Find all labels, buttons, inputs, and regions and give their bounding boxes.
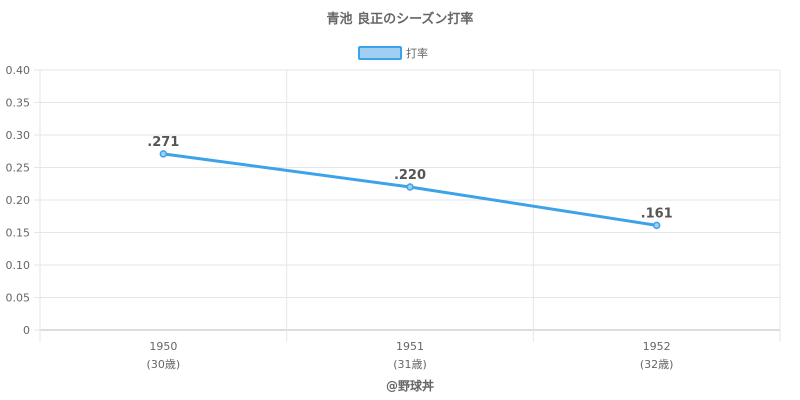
x-tick-sublabel: (31歳) (393, 358, 427, 371)
y-tick-label: 0.20 (6, 194, 31, 207)
x-tick-label: 1950 (149, 340, 177, 353)
y-tick-label: 0.15 (6, 227, 31, 240)
legend-swatch (358, 46, 402, 60)
x-axis-ticks: 1950 (30歳) 1951 (31歳) 1952 (32歳) (147, 340, 674, 371)
series-batting-average: .271 .220 .161 (147, 135, 673, 230)
y-tick-label: 0 (23, 324, 30, 337)
data-point (652, 221, 661, 230)
y-axis-ticks: 0 0.05 0.10 0.15 0.20 0.25 0.30 0.35 0.40 (6, 64, 31, 337)
data-point (159, 150, 168, 158)
y-tick-label: 0.25 (6, 162, 31, 175)
footer-credit: @野球丼 (386, 378, 434, 393)
data-label: .271 (147, 135, 179, 150)
y-tick-label: 0.05 (6, 292, 31, 305)
x-tick-sublabel: (32歳) (640, 358, 674, 371)
y-tick-label: 0.40 (6, 64, 31, 77)
legend[interactable]: 打率 (358, 46, 428, 60)
chart-title: 青池 良正のシーズン打率 (327, 11, 474, 27)
y-tick-label: 0.35 (6, 97, 31, 110)
y-tick-label: 0.30 (6, 129, 31, 142)
x-tick-label: 1952 (643, 340, 671, 353)
legend-label: 打率 (406, 46, 428, 60)
y-tick-label: 0.10 (6, 259, 31, 272)
data-label: .220 (394, 168, 426, 183)
data-label: .161 (641, 206, 673, 221)
x-tick-label: 1951 (396, 340, 424, 353)
data-point (406, 183, 414, 191)
x-tick-sublabel: (30歳) (147, 358, 181, 371)
grid (34, 69, 781, 342)
